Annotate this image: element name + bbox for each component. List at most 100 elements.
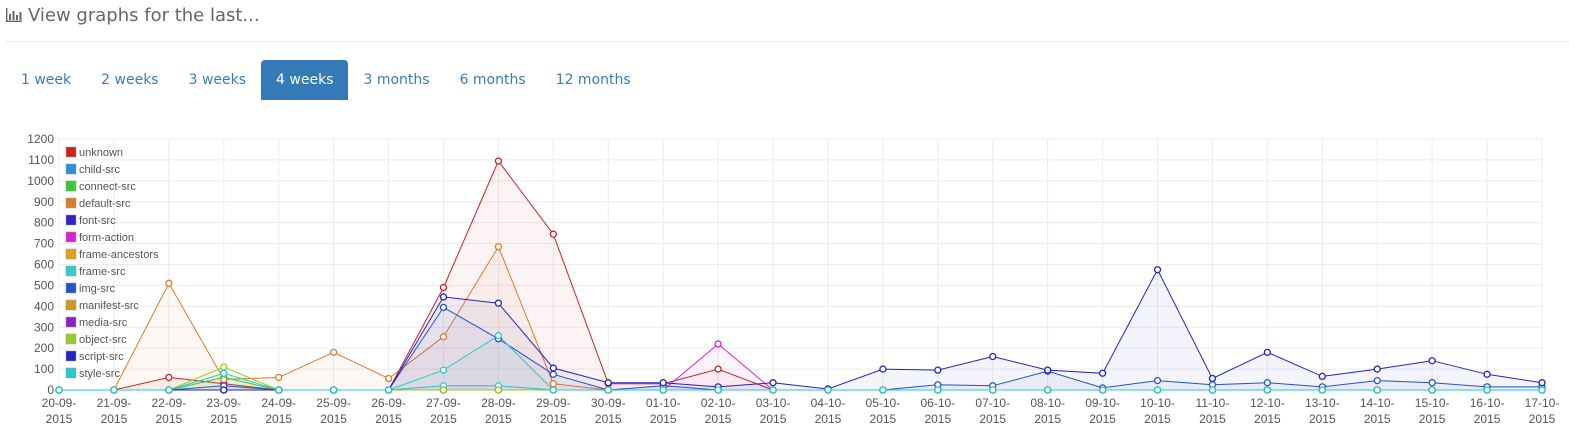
x-tick-label-year: 2015 bbox=[1529, 412, 1556, 426]
y-tick-label: 1100 bbox=[28, 153, 54, 167]
x-tick-label-year: 2015 bbox=[705, 412, 732, 426]
x-tick-label: 26-09- bbox=[371, 396, 406, 410]
point-default-src bbox=[275, 373, 283, 382]
point-script-src bbox=[1153, 266, 1162, 274]
legend-swatch bbox=[65, 248, 77, 260]
legend-label: font-src bbox=[79, 215, 116, 227]
x-tick-label-year: 2015 bbox=[1199, 412, 1226, 426]
area-default-src bbox=[59, 246, 1542, 390]
point-style-src bbox=[1044, 386, 1052, 394]
csp-violations-chart: 0 100 200 300 400 500 600 700 800 900 1000 1100 1200… bbox=[27, 132, 1560, 426]
tab-2-weeks[interactable]: 2 weeks bbox=[101, 72, 159, 88]
area-style-src bbox=[59, 335, 1542, 390]
y-tick-label: 800 bbox=[34, 216, 54, 230]
legend-label: connect-src bbox=[79, 181, 136, 193]
x-tick-label-year: 2015 bbox=[1089, 412, 1116, 426]
legend-swatch bbox=[65, 333, 77, 345]
point-script-src bbox=[934, 366, 942, 374]
x-tick-label: 12-10- bbox=[1250, 396, 1285, 410]
point-form-action bbox=[714, 340, 722, 348]
x-tick-label: 08-10- bbox=[1030, 396, 1065, 410]
x-tick-label: 21-09- bbox=[97, 396, 132, 410]
point-object-src bbox=[494, 386, 503, 394]
point-img-src bbox=[1153, 376, 1162, 385]
x-tick-label: 25-09- bbox=[316, 396, 351, 410]
point-style-src bbox=[1318, 386, 1326, 394]
point-script-src bbox=[494, 299, 503, 307]
tab-6-months[interactable]: 6 months bbox=[459, 72, 526, 88]
point-script-src bbox=[1044, 366, 1052, 374]
point-style-src bbox=[1208, 386, 1217, 394]
point-style-src bbox=[934, 386, 942, 394]
x-tick-label-year: 2015 bbox=[1364, 412, 1391, 426]
point-script-src bbox=[769, 379, 777, 387]
point-default-src bbox=[439, 333, 448, 341]
point-style-src bbox=[220, 369, 228, 377]
x-tick-label-year: 2015 bbox=[760, 412, 787, 426]
tab-12-months[interactable]: 12 months bbox=[555, 72, 631, 88]
point-style-src bbox=[659, 386, 667, 394]
bar-chart-icon bbox=[6, 8, 22, 22]
area-connect-src bbox=[59, 377, 1542, 390]
x-tick-label-year: 2015 bbox=[979, 412, 1006, 426]
x-tick-label-year: 2015 bbox=[1254, 412, 1281, 426]
x-tick-label: 20-09- bbox=[42, 396, 77, 410]
x-tick-label: 14-10- bbox=[1360, 396, 1395, 410]
point-style-src bbox=[110, 386, 118, 394]
legend-swatch bbox=[65, 299, 77, 311]
point-default-src bbox=[384, 374, 393, 383]
point-script-src bbox=[549, 364, 557, 372]
x-tick-label: 22-09- bbox=[152, 396, 187, 410]
header-divider bbox=[6, 41, 1569, 42]
y-tick-label: 200 bbox=[34, 341, 54, 355]
x-tick-label: 15-10- bbox=[1415, 396, 1450, 410]
x-tick-label-year: 2015 bbox=[430, 412, 457, 426]
point-style-src bbox=[879, 386, 887, 394]
tab-4-weeks[interactable]: 4 weeks bbox=[261, 60, 349, 100]
legend-label: child-src bbox=[79, 164, 120, 176]
point-unknown bbox=[439, 283, 448, 292]
point-img-src bbox=[1428, 379, 1436, 387]
point-style-src bbox=[165, 386, 173, 394]
point-script-src bbox=[1428, 357, 1436, 365]
point-style-src bbox=[275, 386, 283, 394]
area-object-src bbox=[59, 367, 1542, 390]
x-tick-label-year: 2015 bbox=[210, 412, 237, 426]
point-unknown bbox=[165, 373, 173, 382]
legend-label: script-src bbox=[79, 351, 124, 363]
tab-3-months[interactable]: 3 months bbox=[363, 72, 430, 88]
y-tick-label: 700 bbox=[34, 237, 54, 251]
point-script-src bbox=[1318, 372, 1326, 381]
x-tick-label-year: 2015 bbox=[815, 412, 842, 426]
point-img-src bbox=[439, 303, 448, 312]
point-script-src bbox=[989, 352, 997, 361]
x-tick-label-year: 2015 bbox=[1034, 412, 1061, 426]
point-script-src bbox=[1263, 348, 1272, 357]
x-tick-label: 06-10- bbox=[920, 396, 955, 410]
legend-swatch bbox=[65, 163, 77, 175]
graphs-header: View graphs for the last... bbox=[6, 2, 260, 28]
x-tick-label-year: 2015 bbox=[1474, 412, 1501, 426]
x-tick-label: 17-10- bbox=[1525, 396, 1560, 410]
point-img-src bbox=[1373, 376, 1381, 385]
point-style-src bbox=[714, 386, 722, 394]
legend-swatch bbox=[65, 282, 77, 294]
point-style-src bbox=[55, 386, 63, 394]
legend-label: media-src bbox=[79, 317, 128, 329]
area-script-src bbox=[59, 269, 1542, 390]
y-tick-label: 600 bbox=[34, 258, 54, 272]
tab-1-week[interactable]: 1 week bbox=[21, 72, 72, 88]
point-style-src bbox=[1538, 386, 1546, 394]
legend-label: img-src bbox=[79, 283, 116, 295]
x-tick-label-year: 2015 bbox=[46, 412, 73, 426]
point-style-src bbox=[439, 366, 448, 374]
legend-swatch bbox=[65, 316, 77, 328]
x-tick-label: 30-09- bbox=[591, 396, 626, 410]
y-tick-label: 100 bbox=[34, 362, 54, 376]
y-tick-label: 1200 bbox=[27, 132, 54, 146]
legend-label: form-action bbox=[79, 232, 134, 244]
x-tick-label-year: 2015 bbox=[870, 412, 897, 426]
x-tick-label: 23-09- bbox=[206, 396, 241, 410]
point-style-src bbox=[1153, 386, 1162, 394]
tab-3-weeks[interactable]: 3 weeks bbox=[188, 72, 247, 88]
